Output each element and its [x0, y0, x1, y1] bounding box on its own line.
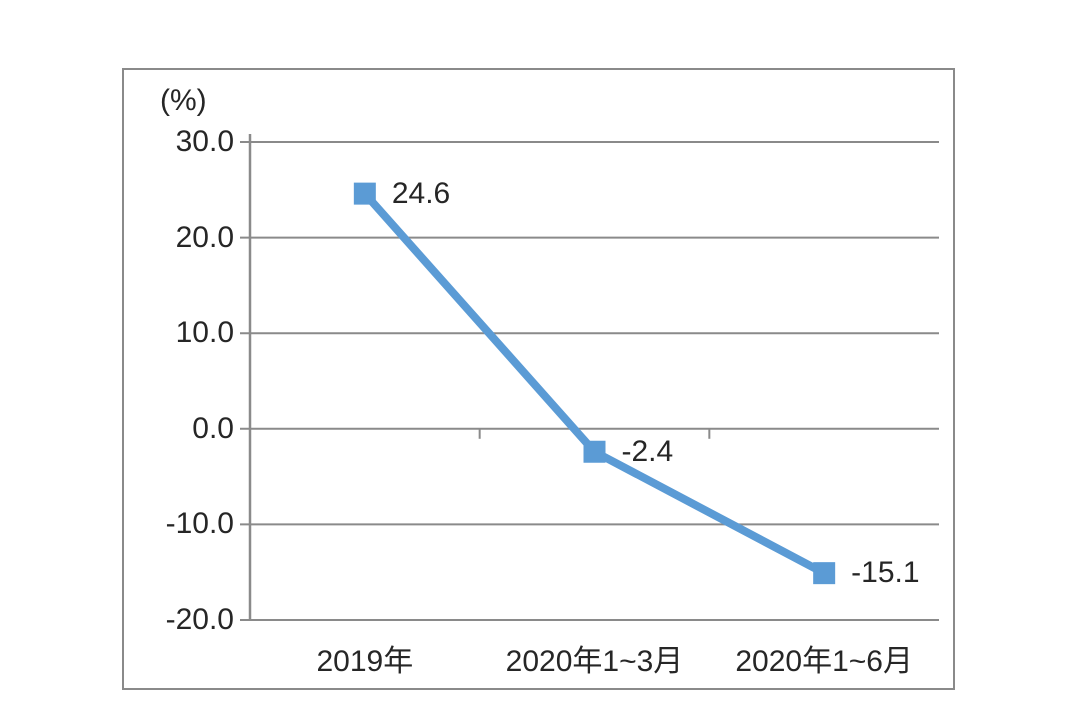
x-category-label: 2019年: [316, 645, 414, 678]
y-tick-label: 10.0: [175, 316, 234, 350]
chart-frame: (%) 30.0 20.0 10.0 0.0 -10.0 -20.0 2019年 2020年…: [122, 68, 955, 690]
y-tick-label: 0.0: [192, 411, 234, 445]
y-axis-unit-label: (%): [160, 84, 207, 117]
data-point-marker: [353, 182, 376, 205]
data-label: -2.4: [621, 434, 674, 468]
data-label: -15.1: [851, 556, 920, 590]
y-tick-label: -10.0: [165, 507, 234, 541]
x-category-label: 2020年1~6月: [735, 645, 913, 678]
y-tick-label: 30.0: [175, 125, 234, 158]
y-tick-label: -20.0: [165, 603, 234, 636]
series-line: [360, 189, 829, 578]
data-label: 24.6: [391, 176, 451, 210]
data-point-marker: [583, 440, 606, 463]
line-plot: [240, 134, 939, 621]
x-category-label: 2020年1~3月: [505, 645, 684, 678]
y-tick-label: 20.0: [175, 220, 234, 254]
data-point-marker: [813, 562, 836, 585]
